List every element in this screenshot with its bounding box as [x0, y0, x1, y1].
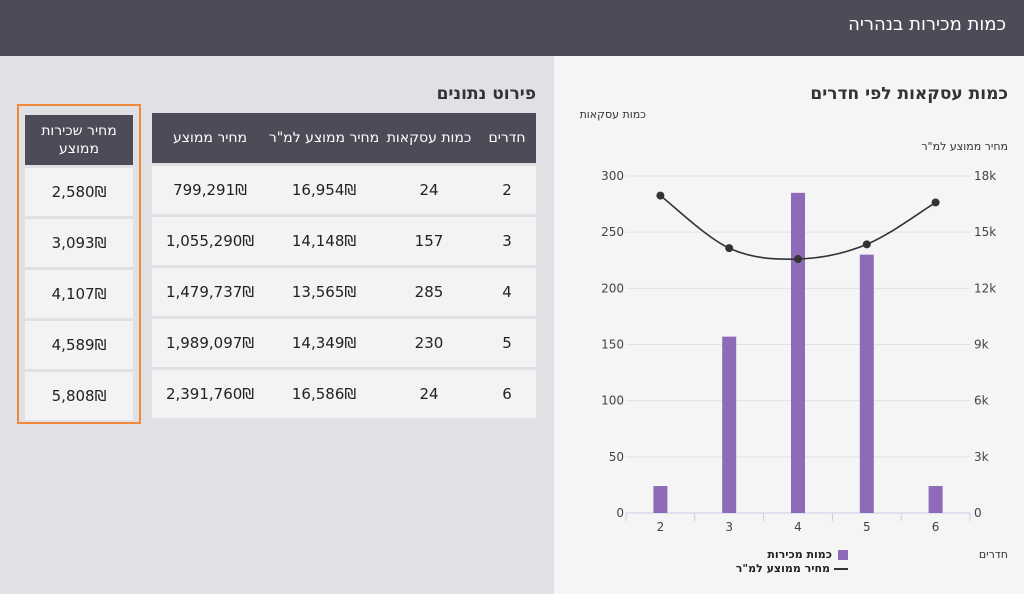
rent-cell: 4,107₪ [25, 270, 133, 318]
table-cell: 6 [478, 370, 536, 418]
table-cell: 3 [478, 217, 536, 265]
y-left-label: כמות עסקאות [579, 108, 646, 121]
table-cell: 5 [478, 319, 536, 367]
column-header: מחיר ממוצע למ"ר [268, 113, 380, 163]
y-right-tick-label: 15k [974, 225, 996, 239]
legend-line-text: מחיר ממוצע למ"ר [735, 562, 830, 575]
rent-row: 3,093₪ [25, 219, 133, 267]
x-tick-label: 2 [657, 520, 665, 534]
rent-header: מחיר שכירות ממוצע [25, 115, 133, 165]
line-point [794, 255, 802, 264]
rent-row: 4,589₪ [25, 321, 133, 369]
y-right-tick-label: 6k [974, 394, 989, 408]
rent-table-frame: מחיר שכירות ממוצע 2,580₪ 3,093₪ 4,107₪ 4,58… [17, 104, 141, 424]
y-left-tick-label: 200 [601, 281, 624, 295]
rent-table: מחיר שכירות ממוצע 2,580₪ 3,093₪ 4,107₪ 4,58… [25, 112, 133, 423]
table-cell: 13,565₪ [268, 268, 380, 316]
table-cell: 16,586₪ [268, 370, 380, 418]
line-point [862, 240, 871, 249]
chart-title: כמות עסקאות לפי חדרים [810, 84, 1008, 104]
column-header: כמות עסקאות [380, 113, 478, 163]
bar [722, 336, 737, 513]
rent-cell: 3,093₪ [25, 219, 133, 267]
y-left-tick-label: 0 [616, 506, 624, 520]
table-cell: 14,148₪ [268, 217, 380, 265]
header-bar: כמות מכירות בנהריה [0, 0, 1024, 56]
x-tick-label: 4 [794, 520, 802, 534]
legend-bar-swatch [838, 550, 848, 560]
combo-chart: 0 50 100 150 200 250 300 0 3k 6k 9k 12k 15k 18k 2 3 4 5 6 [601, 169, 996, 534]
legend-line-swatch [834, 568, 848, 570]
chart-panel: כמות עסקאות לפי חדרים כמות עסקאות מחיר מ… [554, 56, 1024, 594]
table-row: 5 230 14,349₪ 1,989,097₪ [152, 319, 536, 367]
bar [928, 486, 943, 513]
rent-row: 2,580₪ [25, 168, 133, 216]
column-header: מחיר ממוצע [152, 113, 268, 163]
table-cell: 4 [478, 268, 536, 316]
line-point [656, 191, 665, 200]
table-cell: 24 [380, 166, 478, 214]
table-cell: 2,391,760₪ [152, 370, 268, 418]
page-title: כמות מכירות בנהריה [848, 14, 1006, 35]
x-tick-label: 3 [725, 520, 733, 534]
y-left-tick-label: 150 [601, 338, 624, 352]
column-header: חדרים [478, 113, 536, 163]
table-cell: 799,291₪ [152, 166, 268, 214]
table-cell: 1,989,097₪ [152, 319, 268, 367]
y-left-tick-label: 250 [601, 225, 624, 239]
data-table: חדרים כמות עסקאות מחיר ממוצע למ"ר מחיר ממוצ… [152, 110, 536, 421]
rent-cell: 2,580₪ [25, 168, 133, 216]
rent-row: 5,808₪ [25, 372, 133, 420]
table-title: פירוט נתונים [436, 84, 536, 104]
y-right-tick-label: 3k [974, 450, 989, 464]
y-right-label: מחיר ממוצע למ"ר [921, 140, 1008, 153]
table-row: 2 24 16,954₪ 799,291₪ [152, 166, 536, 214]
x-axis-label: חדרים [978, 548, 1008, 561]
table-row: 6 24 16,586₪ 2,391,760₪ [152, 370, 536, 418]
bar [653, 486, 668, 513]
table-cell: 285 [380, 268, 478, 316]
legend-bar-text: כמות מכירות [767, 548, 832, 561]
x-tick-label: 6 [932, 520, 940, 534]
rent-cell: 4,589₪ [25, 321, 133, 369]
table-cell: 24 [380, 370, 478, 418]
legend-bars: כמות מכירות [767, 548, 848, 561]
bar [859, 254, 874, 513]
table-cell: 230 [380, 319, 478, 367]
y-left-tick-label: 50 [609, 450, 624, 464]
rent-row: 4,107₪ [25, 270, 133, 318]
legend-line: מחיר ממוצע למ"ר [736, 562, 848, 575]
y-right-tick-label: 18k [974, 169, 996, 183]
rent-cell: 5,808₪ [25, 372, 133, 420]
table-cell: 1,055,290₪ [152, 217, 268, 265]
y-right-tick-label: 0 [974, 506, 982, 520]
y-right-tick-label: 9k [974, 338, 989, 352]
table-cell: 14,349₪ [268, 319, 380, 367]
y-left-tick-label: 300 [601, 169, 624, 183]
y-left-tick-label: 100 [601, 394, 624, 408]
table-cell: 16,954₪ [268, 166, 380, 214]
table-row: 4 285 13,565₪ 1,479,737₪ [152, 268, 536, 316]
line-point [931, 198, 940, 207]
x-tick-label: 5 [863, 520, 871, 534]
table-cell: 1,479,737₪ [152, 268, 268, 316]
y-right-tick-label: 12k [974, 281, 996, 295]
line-point [725, 244, 734, 253]
bar [791, 192, 805, 513]
table-cell: 2 [478, 166, 536, 214]
table-row: 3 157 14,148₪ 1,055,290₪ [152, 217, 536, 265]
table-cell: 157 [380, 217, 478, 265]
